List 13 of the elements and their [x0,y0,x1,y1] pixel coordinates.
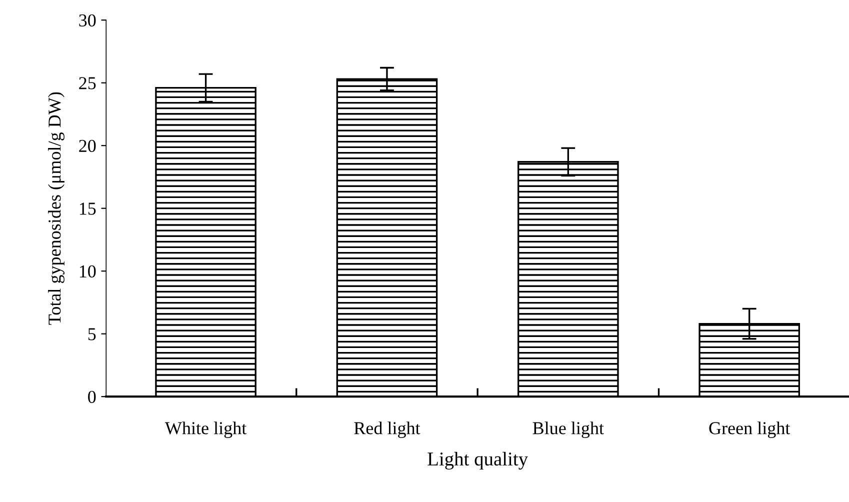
x-tick-label: Red light [354,422,420,438]
y-tick-label: 10 [80,265,96,278]
y-axis-title: Total gypenosides (μmol/g DW) [48,92,64,325]
y-tick-label: 30 [79,14,96,27]
x-tick-label: Blue light [532,422,604,438]
y-tick-label: 15 [80,202,96,215]
x-tick-label: White light [164,422,247,438]
x-axis-title: Light quality [428,452,528,470]
y-tick-label: 0 [88,390,96,404]
y-tick-label: 25 [79,77,96,90]
y-tick-label: 20 [79,140,96,152]
x-tick-label: Green light [709,422,790,438]
y-tick-label: 5 [88,328,96,340]
